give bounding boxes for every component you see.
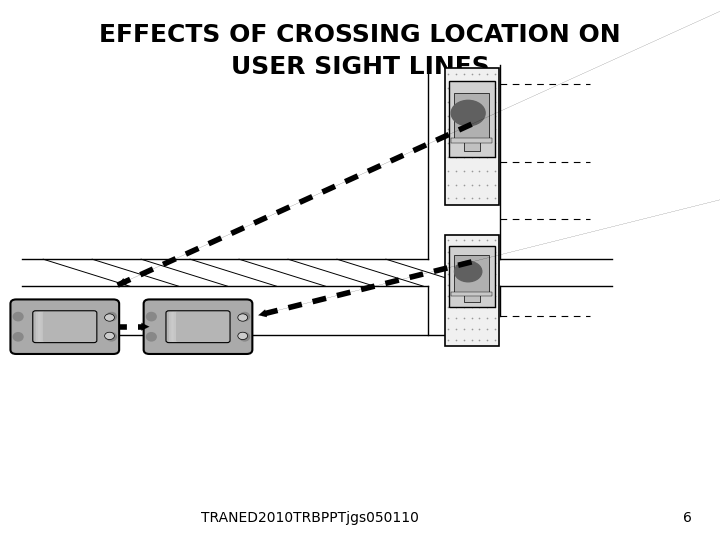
- Circle shape: [104, 314, 114, 321]
- Bar: [454, 93, 489, 138]
- Bar: [22, 259, 428, 286]
- FancyBboxPatch shape: [40, 311, 96, 342]
- FancyBboxPatch shape: [176, 311, 229, 342]
- Circle shape: [238, 332, 248, 340]
- Text: EFFECTS OF CROSSING LOCATION ON: EFFECTS OF CROSSING LOCATION ON: [99, 23, 621, 47]
- Text: TRANED2010TRBPPTjgs050110: TRANED2010TRBPPTjgs050110: [201, 511, 418, 525]
- Ellipse shape: [146, 333, 156, 341]
- Bar: [451, 138, 492, 144]
- FancyBboxPatch shape: [167, 311, 229, 342]
- Bar: [464, 142, 480, 151]
- Ellipse shape: [240, 333, 250, 341]
- Bar: [454, 255, 489, 292]
- Ellipse shape: [107, 333, 117, 341]
- FancyBboxPatch shape: [174, 311, 229, 342]
- Bar: [449, 246, 495, 307]
- Ellipse shape: [13, 333, 23, 341]
- FancyBboxPatch shape: [42, 311, 96, 342]
- FancyBboxPatch shape: [36, 311, 96, 342]
- Ellipse shape: [240, 313, 250, 321]
- FancyBboxPatch shape: [144, 299, 253, 354]
- Bar: [445, 235, 498, 346]
- FancyBboxPatch shape: [169, 311, 229, 342]
- FancyBboxPatch shape: [38, 311, 96, 342]
- Circle shape: [238, 314, 248, 321]
- FancyBboxPatch shape: [171, 311, 229, 342]
- Ellipse shape: [13, 313, 23, 321]
- FancyBboxPatch shape: [33, 311, 96, 342]
- FancyBboxPatch shape: [10, 299, 120, 354]
- Bar: [464, 295, 480, 302]
- Ellipse shape: [107, 313, 117, 321]
- Bar: [445, 68, 498, 205]
- Circle shape: [104, 332, 114, 340]
- Circle shape: [454, 261, 482, 282]
- Circle shape: [451, 100, 485, 126]
- Bar: [451, 292, 492, 296]
- Text: USER SIGHT LINES: USER SIGHT LINES: [230, 56, 490, 79]
- Text: 6: 6: [683, 511, 692, 525]
- Ellipse shape: [146, 313, 156, 321]
- Bar: [449, 82, 495, 157]
